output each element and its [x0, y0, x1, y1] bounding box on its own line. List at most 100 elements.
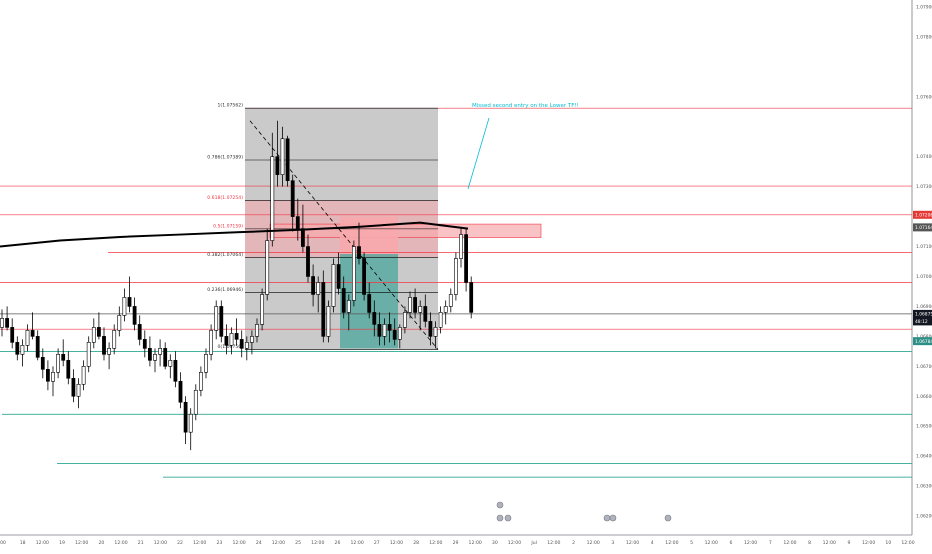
candle-body-26 [132, 306, 137, 325]
time-tick-26: 12:00 [508, 540, 521, 546]
price-tag-bg-4 [913, 337, 932, 346]
candle-body-81 [413, 297, 418, 313]
annotation-pointer [467, 117, 490, 190]
candle-body-65 [331, 264, 336, 307]
price-tag-bg-1 [913, 223, 932, 232]
candle-body-68 [346, 300, 351, 313]
price-tick-7: 1.07000 [916, 274, 932, 280]
candle-body-92 [469, 282, 474, 313]
time-tick-30: 12:00 [587, 540, 600, 546]
time-tick-15: 25 [295, 540, 301, 546]
candle-body-42 [214, 306, 219, 331]
candle-body-23 [117, 315, 122, 331]
time-tick-13: 24 [256, 540, 262, 546]
candle-body-19 [97, 327, 101, 337]
event-marker-icon-5[interactable] [664, 514, 672, 522]
time-tick-7: 21 [138, 540, 144, 546]
candle-body-5 [25, 330, 30, 346]
event-marker-icon-3[interactable] [603, 514, 611, 522]
price-tick-3: 1.07400 [916, 154, 932, 160]
price-tick-14: 1.06300 [916, 484, 932, 490]
time-tick-10: 12:00 [193, 540, 206, 546]
price-tick-6: 1.07100 [916, 244, 932, 250]
fib-level-label-2: 0.618(1.07254) [207, 195, 243, 201]
time-tick-34: 12:00 [665, 540, 678, 546]
event-marker-icon-2[interactable] [504, 514, 512, 522]
candle-body-40 [204, 354, 208, 373]
time-tick-33: 4 [651, 540, 654, 546]
candle-body-66 [336, 264, 341, 289]
time-tick-14: 12:00 [272, 540, 285, 546]
candle-body-37 [188, 413, 193, 433]
time-tick-36: 12:00 [705, 540, 718, 546]
candle-body-53 [270, 156, 275, 241]
candle-body-7 [35, 336, 40, 358]
time-tick-1: 18 [20, 540, 26, 546]
time-tick-44: 12:00 [862, 540, 875, 546]
time-tick-20: 12:00 [390, 540, 403, 546]
candle-body-70 [357, 246, 361, 259]
candle-body-36 [183, 401, 188, 433]
event-marker-icon-1[interactable] [496, 514, 504, 522]
price-tag-bg-2 [913, 309, 932, 318]
time-tick-11: 23 [216, 540, 222, 546]
candle-body-27 [137, 324, 142, 340]
candle-body-58 [295, 216, 300, 229]
time-tick-39: 7 [769, 540, 772, 546]
price-tick-2: 1.07600 [916, 94, 932, 100]
candle-body-15 [76, 383, 81, 397]
candle-body-46 [234, 333, 239, 340]
candle-body-71 [362, 258, 367, 295]
time-tick-22: 12:00 [429, 540, 442, 546]
candle-body-90 [459, 234, 463, 259]
candle-body-85 [433, 327, 438, 337]
time-tick-46: 12:00 [901, 540, 914, 546]
fib-level-label-1: 0.786(1.07389) [207, 155, 243, 161]
time-tick-40: 12:00 [783, 540, 796, 546]
candle-body-41 [209, 330, 214, 355]
price-tick-12: 1.06500 [916, 424, 932, 430]
entry-stop-zone [340, 216, 398, 255]
candle-body-69 [351, 246, 356, 301]
candle-body-3 [15, 342, 20, 355]
candle-body-61 [311, 276, 316, 295]
candle-body-2 [10, 327, 15, 343]
candle-body-39 [199, 372, 203, 391]
time-tick-21: 28 [413, 540, 419, 546]
candle-body-57 [290, 180, 295, 217]
time-tick-31: 3 [611, 540, 614, 546]
price-tick-0: 1.07900 [916, 4, 932, 10]
candle-body-6 [30, 330, 35, 337]
fib-level-label-3: 0.5(1.07159) [213, 223, 243, 229]
candle-body-67 [341, 288, 346, 313]
price-tick-1: 1.07800 [916, 34, 932, 40]
time-tick-29: 2 [572, 540, 575, 546]
time-tick-37: 6 [729, 540, 732, 546]
candle-body-63 [321, 282, 326, 337]
time-tick-24: 12:00 [469, 540, 482, 546]
fib-level-label-6: 0(1.06756) [217, 344, 243, 350]
event-marker-icon-4[interactable] [609, 514, 617, 522]
candle-body-18 [91, 327, 96, 343]
candle-body-32 [163, 348, 168, 367]
price-tag-4: 1.06784 [915, 339, 932, 345]
time-tick-9: 22 [177, 540, 183, 546]
annotation-text: Missed second entry on the Lower TF!! [472, 103, 579, 109]
candle-body-50 [255, 324, 259, 337]
candle-body-47 [239, 339, 244, 349]
time-tick-23: 29 [453, 540, 459, 546]
candle-body-29 [148, 348, 152, 361]
candle-body-34 [173, 360, 178, 382]
candle-body-38 [193, 389, 198, 415]
price-tag-2: 1.06875 [915, 312, 932, 318]
time-tick-12: 12:00 [232, 540, 245, 546]
event-marker-icon-0[interactable] [496, 501, 504, 509]
time-tick-45: 10 [885, 540, 891, 546]
candle-body-74 [377, 324, 382, 337]
price-tick-9: 1.06800 [916, 334, 932, 340]
candle-body-48 [244, 342, 249, 349]
candle-body-56 [285, 138, 290, 181]
price-tick-13: 1.06400 [916, 454, 932, 460]
